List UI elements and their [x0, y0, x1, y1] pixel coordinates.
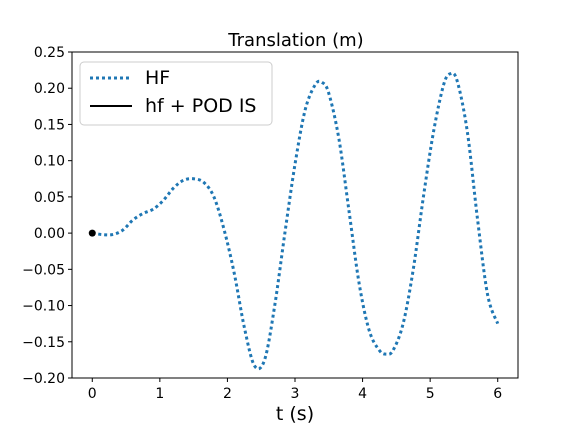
y-axis-ticks: −0.20 −0.15 −0.10 −0.05 0.00 0.05 0.10 0.15 0.20… [22, 45, 72, 387]
chart-title: Translation (m) [227, 30, 363, 51]
x-tick-label: 2 [223, 386, 232, 402]
series-point-1 [88, 229, 96, 237]
x-axis-ticks: 0 1 2 3 4 5 6 [88, 378, 502, 402]
y-tick-label: −0.15 [22, 335, 65, 351]
y-tick-label: 0.20 [34, 81, 65, 97]
y-tick-label: 0.25 [34, 45, 65, 61]
x-tick-label: 6 [493, 386, 502, 402]
y-tick-label: 0.00 [34, 226, 65, 242]
legend: HF hf + POD IS [79, 61, 273, 126]
plot-lines [88, 71, 500, 371]
plot-frame [71, 51, 519, 379]
legend-pod-label: hf + POD IS [145, 95, 256, 117]
series-line-0 [92, 71, 500, 371]
y-tick-label: 0.15 [34, 117, 65, 133]
x-tick-label: 0 [88, 386, 97, 402]
x-axis-label: t (s) [276, 403, 314, 425]
y-tick-label: 0.05 [34, 190, 65, 206]
y-tick-label: 0.10 [34, 154, 65, 170]
x-tick-label: 3 [291, 386, 300, 402]
x-tick-label: 4 [358, 386, 367, 402]
legend-hf-label: HF [145, 67, 170, 89]
y-tick-label: −0.20 [22, 371, 65, 387]
x-tick-label: 5 [426, 386, 435, 402]
x-tick-label: 1 [155, 386, 164, 402]
y-tick-label: −0.05 [22, 262, 65, 278]
y-tick-label: −0.10 [22, 299, 65, 315]
